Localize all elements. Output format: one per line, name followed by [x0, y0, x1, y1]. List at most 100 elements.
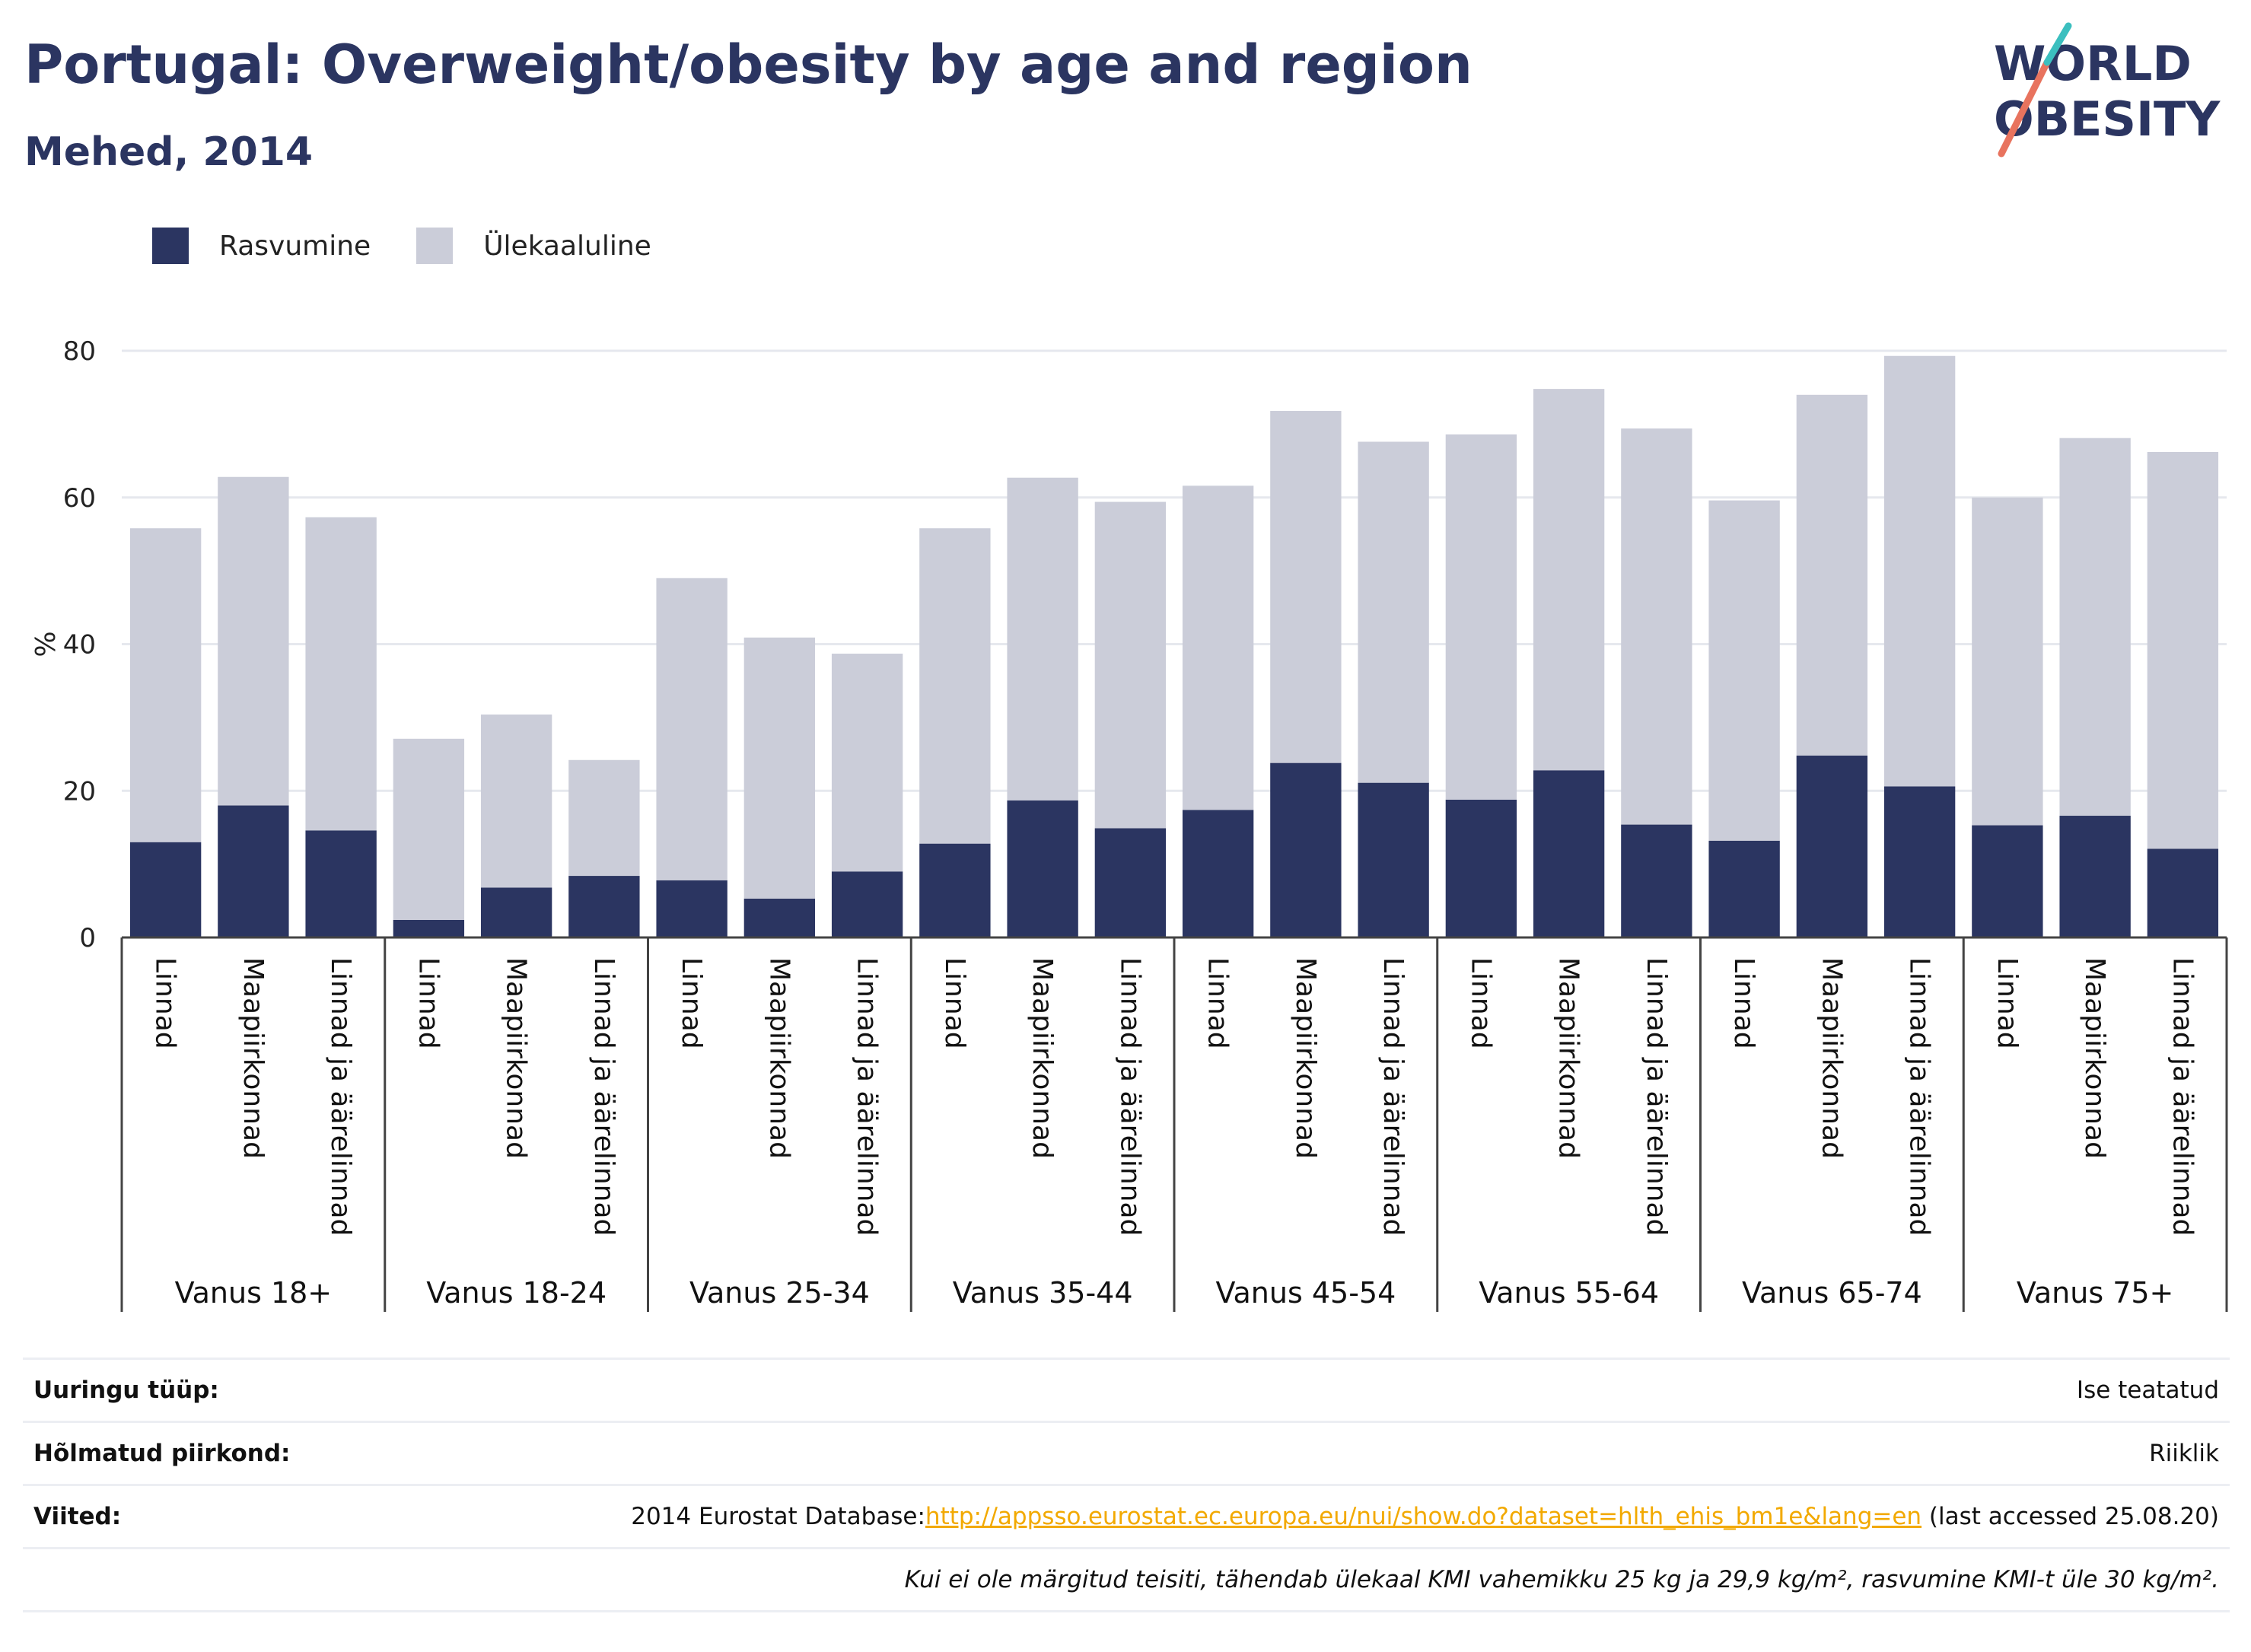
bar-ulekaaluline [2147, 451, 2219, 849]
legend-swatch-rasvumine [152, 228, 189, 264]
y-tick-label: 20 [63, 776, 96, 807]
world-obesity-logo: WORLD OBESITY [1994, 22, 2221, 158]
legend-item-ulekaaluline[interactable]: Ülekaaluline [416, 228, 651, 264]
bar-rasvumine [1621, 824, 1692, 937]
bar-ulekaaluline [1796, 394, 1868, 756]
legend-item-rasvumine[interactable]: Rasvumine [152, 228, 371, 264]
bar-ulekaaluline [480, 715, 552, 888]
x-tick-label: Linnad [1728, 957, 1759, 1049]
bar-rasvumine [2147, 848, 2219, 937]
bar-rasvumine [393, 919, 465, 937]
bar-ulekaaluline [1007, 477, 1078, 801]
bar-rasvumine [1883, 786, 1956, 937]
bar-rasvumine [1796, 755, 1868, 937]
info-key-coverage: Hõlmatud piirkond: [33, 1440, 291, 1467]
info-value-survey-type: Ise teatatud [2076, 1377, 2219, 1404]
legend: Rasvumine Ülekaaluline [152, 227, 697, 265]
bar-ulekaaluline [1182, 485, 1254, 810]
bar-rasvumine [919, 843, 991, 937]
y-tick-label: 80 [63, 336, 96, 367]
bar-rasvumine [1007, 800, 1078, 937]
bar-rasvumine [831, 871, 903, 937]
y-tick-label: 40 [63, 630, 96, 660]
x-tick-label: Linnad [1202, 957, 1234, 1049]
legend-label-rasvumine: Rasvumine [219, 230, 371, 262]
info-value-coverage: Riiklik [2149, 1440, 2219, 1467]
bar-rasvumine [2059, 816, 2131, 937]
info-table: Uuringu tüüp: Ise teatatud Hõlmatud piir… [23, 1358, 2230, 1612]
legend-swatch-ulekaaluline [416, 228, 454, 264]
x-tick-label: Linnad ja äärelinnad [1377, 957, 1409, 1236]
bar-rasvumine [1972, 825, 2043, 937]
info-row-coverage: Hõlmatud piirkond: Riiklik [23, 1421, 2230, 1484]
x-tick-label: Linnad [1992, 957, 2023, 1049]
bar-ulekaaluline [2059, 438, 2131, 816]
reference-accessed: (last accessed 25.08.20) [1921, 1503, 2219, 1530]
bar-ulekaaluline [393, 738, 465, 920]
bar-ulekaaluline [1445, 434, 1517, 800]
info-row-survey-type: Uuringu tüüp: Ise teatatud [23, 1358, 2230, 1421]
bar-rasvumine [1182, 810, 1254, 937]
group-label: Vanus 55-64 [1479, 1276, 1659, 1310]
bar-rasvumine [480, 887, 552, 937]
logo-slash-teal [2043, 22, 2072, 66]
info-value-references: 2014 Eurostat Database:http://appsso.eur… [631, 1503, 2219, 1530]
reference-link[interactable]: http://appsso.eurostat.ec.europa.eu/nui/… [925, 1503, 1922, 1530]
bar-rasvumine [1270, 762, 1342, 937]
bar-ulekaaluline [305, 517, 377, 831]
x-tick-label: Maapiirkonnad [763, 957, 794, 1159]
bar-ulekaaluline [129, 528, 202, 842]
reference-source: 2014 Eurostat Database: [631, 1503, 925, 1530]
x-tick-label: Linnad [676, 957, 707, 1049]
y-tick-label: 60 [63, 483, 96, 514]
bar-ulekaaluline [1883, 355, 1956, 787]
info-key-references: Viited: [33, 1503, 122, 1530]
y-tick-label: 0 [79, 923, 96, 953]
x-tick-label: Linnad ja äärelinnad [325, 957, 356, 1236]
bar-ulekaaluline [1708, 500, 1780, 841]
bar-ulekaaluline [656, 578, 728, 880]
x-tick-label: Linnad ja äärelinnad [1904, 957, 1935, 1236]
bar-rasvumine [218, 805, 289, 937]
x-tick-label: Linnad [939, 957, 970, 1049]
bar-ulekaaluline [1358, 441, 1429, 783]
x-tick-label: Maapiirkonnad [237, 957, 269, 1159]
bar-ulekaaluline [218, 476, 289, 806]
bar-rasvumine [1708, 840, 1780, 937]
x-tick-label: Maapiirkonnad [1027, 957, 1058, 1159]
bar-ulekaaluline [1094, 501, 1167, 829]
stacked-bar-chart: 0 20 40 60 80% Linnad Maapiirkonnad Linnad ja ä… [30, 336, 2228, 1312]
chart-title: Portugal: Overweight/obesity by age and … [24, 33, 1473, 96]
group-label: Vanus 25-34 [689, 1276, 870, 1310]
group-label: Vanus 35-44 [953, 1276, 1133, 1310]
legend-label-ulekaaluline: Ülekaaluline [483, 230, 651, 262]
x-tick-label: Linnad ja äärelinnad [852, 957, 883, 1236]
info-row-references: Viited: 2014 Eurostat Database:http://ap… [23, 1484, 2230, 1547]
x-tick-label: Linnad [412, 957, 444, 1049]
bar-rasvumine [656, 880, 728, 937]
bar-rasvumine [1358, 782, 1429, 937]
bar-ulekaaluline [1972, 497, 2043, 826]
chart-subtitle: Mehed, 2014 [24, 129, 314, 175]
group-label: Vanus 45-54 [1215, 1276, 1396, 1310]
bar-rasvumine [1533, 770, 1605, 937]
x-tick-label: Linnad ja äärelinnad [1641, 957, 1672, 1236]
y-axis-label: % [30, 631, 62, 657]
info-key-survey-type: Uuringu tüüp: [33, 1377, 219, 1404]
bar-ulekaaluline [831, 654, 903, 872]
x-tick-label: Maapiirkonnad [1816, 957, 1847, 1159]
x-tick-label: Maapiirkonnad [1553, 957, 1584, 1159]
x-tick-label: Linnad ja äärelinnad [2167, 957, 2198, 1236]
bar-ulekaaluline [1621, 428, 1692, 825]
group-label: Vanus 75+ [2017, 1276, 2174, 1310]
logo-line1: WORLD [1994, 36, 2192, 91]
x-tick-label: Maapiirkonnad [501, 957, 532, 1159]
bar-rasvumine [568, 876, 640, 937]
group-label: Vanus 18+ [175, 1276, 333, 1310]
info-row-footnote: Kui ei ole märgitud teisiti, tähendab ül… [23, 1547, 2230, 1612]
bar-ulekaaluline [568, 759, 640, 877]
group-label: Vanus 65-74 [1742, 1276, 1922, 1310]
bar-rasvumine [305, 830, 377, 937]
logo-slash-coral [1998, 59, 2051, 158]
bar-ulekaaluline [1533, 389, 1605, 771]
